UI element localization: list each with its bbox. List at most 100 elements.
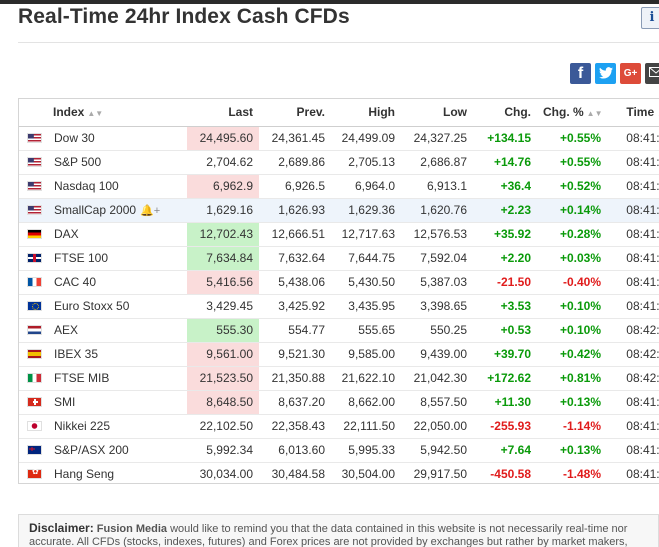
index-name-link[interactable]: Dow 30: [54, 131, 95, 145]
change-pct-cell: +0.03%: [537, 246, 607, 271]
prev-cell: 7,632.64: [259, 246, 331, 271]
last-cell: 5,992.34: [187, 438, 259, 463]
index-name-cell[interactable]: S&P 500: [19, 150, 187, 175]
table-row[interactable]: S&P/ASX 200 5,992.34 6,013.60 5,995.33 5,942…: [19, 438, 659, 463]
index-name-link[interactable]: Hang Seng: [54, 467, 115, 481]
table-row[interactable]: FTSE MIB 21,523.50 21,350.88 21,622.10 21,04…: [19, 366, 659, 391]
index-name-link[interactable]: SmallCap 2000: [54, 203, 137, 217]
column-header-chg-pct[interactable]: Chg. % ▲▼: [537, 99, 607, 127]
last-cell: 6,962.9: [187, 174, 259, 199]
column-header-last[interactable]: Last: [187, 99, 259, 127]
index-name-link[interactable]: Nikkei 225: [54, 419, 111, 433]
column-header-chg[interactable]: Chg.: [473, 99, 537, 127]
change-cell: +7.64: [473, 438, 537, 463]
index-name-link[interactable]: AEX: [54, 323, 79, 337]
index-name-link[interactable]: Nasdaq 100: [54, 179, 119, 193]
index-name-link[interactable]: FTSE 100: [54, 251, 109, 265]
time-cell: 08:41:57: [607, 198, 659, 223]
index-name-cell[interactable]: Dow 30: [19, 126, 187, 151]
time-cell: 08:42:00: [607, 366, 659, 391]
table-header-row: Index ▲▼ Last Prev. High Low Chg. Chg. % ▲…: [19, 99, 659, 127]
sort-icon[interactable]: ▲▼: [87, 109, 104, 119]
index-name-cell[interactable]: FTSE MIB: [19, 366, 187, 391]
flag-ch-icon: [27, 397, 42, 407]
column-header-index[interactable]: Index ▲▼: [19, 99, 187, 127]
change-cell: -21.50: [473, 270, 537, 295]
prev-cell: 2,689.86: [259, 150, 331, 175]
index-name-cell[interactable]: Nasdaq 100: [19, 174, 187, 199]
index-name-link[interactable]: IBEX 35: [54, 347, 99, 361]
prev-cell: 9,521.30: [259, 342, 331, 367]
change-pct-cell: +0.28%: [537, 222, 607, 247]
table-row[interactable]: Dow 30 24,495.60 24,361.45 24,499.09 24,327.…: [19, 126, 659, 151]
high-cell: 24,499.09: [331, 126, 401, 151]
page-title: Real-Time 24hr Index Cash CFDs: [18, 5, 350, 28]
index-name-cell[interactable]: S&P/ASX 200: [19, 438, 187, 463]
table-row[interactable]: Nasdaq 100 6,962.9 6,926.5 6,964.0 6,913.1 +3…: [19, 174, 659, 199]
index-name-link[interactable]: FTSE MIB: [54, 371, 110, 385]
table-row[interactable]: Nikkei 225 22,102.50 22,358.43 22,111.50 22,…: [19, 414, 659, 439]
low-cell: 12,576.53: [401, 222, 473, 247]
index-name-cell[interactable]: IBEX 35: [19, 342, 187, 367]
top-bar: [0, 0, 659, 4]
last-cell: 9,561.00: [187, 342, 259, 367]
table-row[interactable]: DAX 12,702.43 12,666.51 12,717.63 12,576.53 +…: [19, 222, 659, 247]
table-row[interactable]: SMI 8,648.50 8,637.20 8,662.00 8,557.50 +11.3…: [19, 390, 659, 415]
facebook-share-icon[interactable]: f: [570, 63, 591, 84]
index-name-link[interactable]: DAX: [54, 227, 79, 241]
change-pct-cell: +0.52%: [537, 174, 607, 199]
time-cell: 08:41:49: [607, 438, 659, 463]
change-cell: +2.20: [473, 246, 537, 271]
index-name-cell[interactable]: FTSE 100: [19, 246, 187, 271]
index-name-cell[interactable]: SMI: [19, 390, 187, 415]
table-row[interactable]: Euro Stoxx 50 3,429.45 3,425.92 3,435.95 3,3…: [19, 294, 659, 319]
index-name-link[interactable]: S&P/ASX 200: [54, 443, 129, 457]
time-cell: 08:41:59: [607, 390, 659, 415]
googleplus-share-icon[interactable]: G+: [620, 63, 641, 84]
table-row[interactable]: Hang Seng 30,034.0030,484.5830,504.0029,9…: [19, 462, 659, 483]
column-header-time[interactable]: Time▲▼: [607, 99, 659, 127]
low-cell: 24,327.25: [401, 126, 473, 151]
disclaimer-company-link[interactable]: Fusion Media: [96, 523, 168, 535]
high-cell: 555.65: [331, 318, 401, 343]
change-cell: +39.70: [473, 342, 537, 367]
table-row[interactable]: SmallCap 2000 🔔+ 1,629.16 1,626.93 1,629.36 1…: [19, 198, 659, 223]
low-cell: 21,042.30: [401, 366, 473, 391]
index-name-cell[interactable]: DAX: [19, 222, 187, 247]
table-row[interactable]: IBEX 35 9,561.00 9,521.30 9,585.00 9,439.00 +…: [19, 342, 659, 367]
sort-icon[interactable]: ▲▼: [586, 109, 603, 119]
index-name-link[interactable]: Euro Stoxx 50: [54, 299, 130, 313]
change-cell: +14.76: [473, 150, 537, 175]
table-row[interactable]: CAC 40 5,416.56 5,438.06 5,430.50 5,387.03 -2…: [19, 270, 659, 295]
column-header-low[interactable]: Low: [401, 99, 473, 127]
index-name-cell[interactable]: Hang Seng: [19, 462, 187, 483]
table-row[interactable]: AEX 555.30 554.77 555.65 550.25 +0.53 +0.10% 08…: [19, 318, 659, 343]
index-name-cell[interactable]: CAC 40: [19, 270, 187, 295]
change-cell: +172.62: [473, 366, 537, 391]
twitter-share-icon[interactable]: [595, 63, 616, 84]
index-name-cell[interactable]: Nikkei 225: [19, 414, 187, 439]
time-cell: 08:41:59: [607, 270, 659, 295]
table-row[interactable]: S&P 500 2,704.62 2,689.86 2,705.13 2,686.87 +…: [19, 150, 659, 175]
last-cell: 1,629.16: [187, 198, 259, 223]
index-name-cell[interactable]: Euro Stoxx 50: [19, 294, 187, 319]
index-name-cell[interactable]: AEX: [19, 318, 187, 343]
index-name-link[interactable]: SMI: [54, 395, 76, 409]
index-name-link[interactable]: CAC 40: [54, 275, 97, 289]
flag-gb-icon: [27, 253, 42, 263]
low-cell: 6,913.1: [401, 174, 473, 199]
column-header-high[interactable]: High: [331, 99, 401, 127]
alert-bell-icon[interactable]: 🔔+: [140, 205, 161, 217]
sort-icon[interactable]: ▲▼: [657, 109, 659, 118]
last-cell: 8,648.50: [187, 390, 259, 415]
high-cell: 22,111.50: [331, 414, 401, 439]
index-name-cell[interactable]: SmallCap 2000 🔔+: [19, 198, 187, 223]
index-name-link[interactable]: S&P 500: [54, 155, 102, 169]
info-icon[interactable]: i: [641, 7, 659, 29]
time-cell: 08:42:00: [607, 342, 659, 367]
column-header-prev[interactable]: Prev.: [259, 99, 331, 127]
table-row[interactable]: FTSE 100 7,634.84 7,632.64 7,644.75 7,592.04…: [19, 246, 659, 271]
email-share-icon[interactable]: [645, 63, 659, 84]
last-cell: 24,495.60: [187, 126, 259, 151]
high-cell: 3,435.95: [331, 294, 401, 319]
